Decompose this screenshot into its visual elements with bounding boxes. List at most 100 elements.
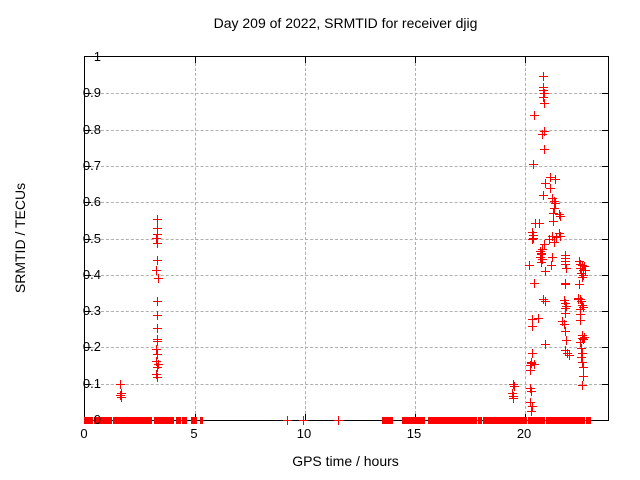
x-gridline <box>415 58 417 419</box>
data-point-marker <box>577 260 587 270</box>
data-point-marker <box>529 279 539 289</box>
data-point-marker <box>560 296 570 306</box>
zero-line-segment <box>553 417 568 424</box>
data-point-marker <box>579 335 589 345</box>
data-point-marker <box>564 351 574 361</box>
data-point-marker <box>116 379 126 389</box>
data-point-marker <box>574 294 584 304</box>
zero-line-segment <box>175 417 182 424</box>
data-point-marker <box>548 193 558 203</box>
y-tick-mark <box>602 129 608 131</box>
zero-line-segment <box>93 417 112 424</box>
data-point-marker <box>578 348 588 358</box>
data-point-marker <box>539 71 549 81</box>
data-point-marker <box>537 245 547 255</box>
data-point-marker <box>577 344 587 354</box>
y-tick-mark <box>85 383 91 385</box>
zero-line-segment <box>483 417 501 424</box>
data-point-marker <box>529 360 539 370</box>
data-point-marker <box>576 304 586 314</box>
y-gridline <box>86 311 607 313</box>
zero-line-segment <box>568 417 575 424</box>
data-point-marker <box>547 260 557 270</box>
y-tick-label: 0 <box>93 412 101 427</box>
data-point-marker <box>579 270 589 280</box>
data-point-marker <box>152 234 162 244</box>
y-gridline <box>86 202 607 204</box>
data-point-marker <box>550 204 560 213</box>
data-point-marker <box>539 93 549 103</box>
data-point-marker <box>555 229 565 239</box>
y-tick-mark <box>85 165 91 167</box>
data-point-marker <box>560 308 570 318</box>
zero-line-segment <box>585 417 591 424</box>
data-point-marker <box>560 327 570 337</box>
data-point-marker <box>525 361 535 371</box>
data-point-marker <box>153 223 163 233</box>
zero-line-segment <box>382 417 393 424</box>
data-point-marker <box>509 392 519 402</box>
zero-line-segment <box>154 417 174 424</box>
data-point-marker <box>558 317 568 327</box>
y-tick-mark <box>602 93 608 95</box>
y-tick-label: 0.2 <box>82 339 101 355</box>
y-tick-mark <box>602 202 608 204</box>
data-point-marker <box>577 268 587 278</box>
y-tick-mark <box>85 129 91 131</box>
data-point-marker <box>539 190 549 200</box>
data-point-marker <box>151 266 161 276</box>
data-point-marker <box>546 173 556 183</box>
x-tick-mark <box>305 414 307 420</box>
y-axis-label: SRMTID / TECUs <box>12 182 28 294</box>
data-point-marker <box>116 393 126 403</box>
y-tick-label: 0.7 <box>82 157 101 173</box>
data-point-marker <box>539 127 549 137</box>
data-point-marker <box>152 323 162 333</box>
data-point-marker <box>560 304 570 314</box>
data-point-marker <box>561 301 571 311</box>
data-point-marker <box>548 253 558 262</box>
data-point-marker <box>117 388 127 398</box>
data-point-marker <box>527 406 537 416</box>
data-point-marker <box>537 255 547 265</box>
y-gridline <box>86 238 607 240</box>
y-tick-label: 0.4 <box>82 266 101 282</box>
data-point-marker <box>550 174 560 184</box>
data-point-marker <box>536 253 546 262</box>
data-point-marker <box>562 336 572 346</box>
data-point-marker <box>545 234 555 244</box>
y-gridline <box>86 274 607 276</box>
data-point-marker <box>529 159 539 169</box>
data-point-marker <box>508 389 518 399</box>
data-point-marker <box>580 266 590 276</box>
data-point-marker <box>576 316 586 326</box>
zero-line-segment <box>190 417 198 424</box>
y-gridline <box>86 165 607 167</box>
y-tick-label: 0.1 <box>82 375 101 391</box>
data-point-marker <box>578 272 588 282</box>
data-point-marker <box>574 257 584 266</box>
y-tick-label: 0.5 <box>82 230 101 246</box>
data-point-marker <box>153 238 163 248</box>
y-tick-mark <box>602 383 608 385</box>
data-point-marker <box>576 264 586 274</box>
data-point-marker <box>577 352 587 362</box>
data-point-marker <box>534 313 544 323</box>
data-point-marker <box>153 360 163 370</box>
x-tick-label: 0 <box>80 426 88 441</box>
data-point-marker <box>153 274 163 284</box>
data-point-marker <box>152 344 162 354</box>
zero-line-segment <box>427 417 454 424</box>
data-point-marker <box>528 315 538 325</box>
data-point-marker <box>510 382 520 392</box>
data-point-marker <box>536 258 546 268</box>
y-gridline <box>86 383 607 385</box>
data-point-marker <box>551 233 561 243</box>
data-point-marker <box>528 321 538 331</box>
data-point-marker <box>525 398 535 408</box>
data-point-marker <box>153 335 163 345</box>
zero-line-segment <box>528 417 534 424</box>
x-tick-mark <box>305 57 307 63</box>
zero-line-segment <box>503 417 528 424</box>
